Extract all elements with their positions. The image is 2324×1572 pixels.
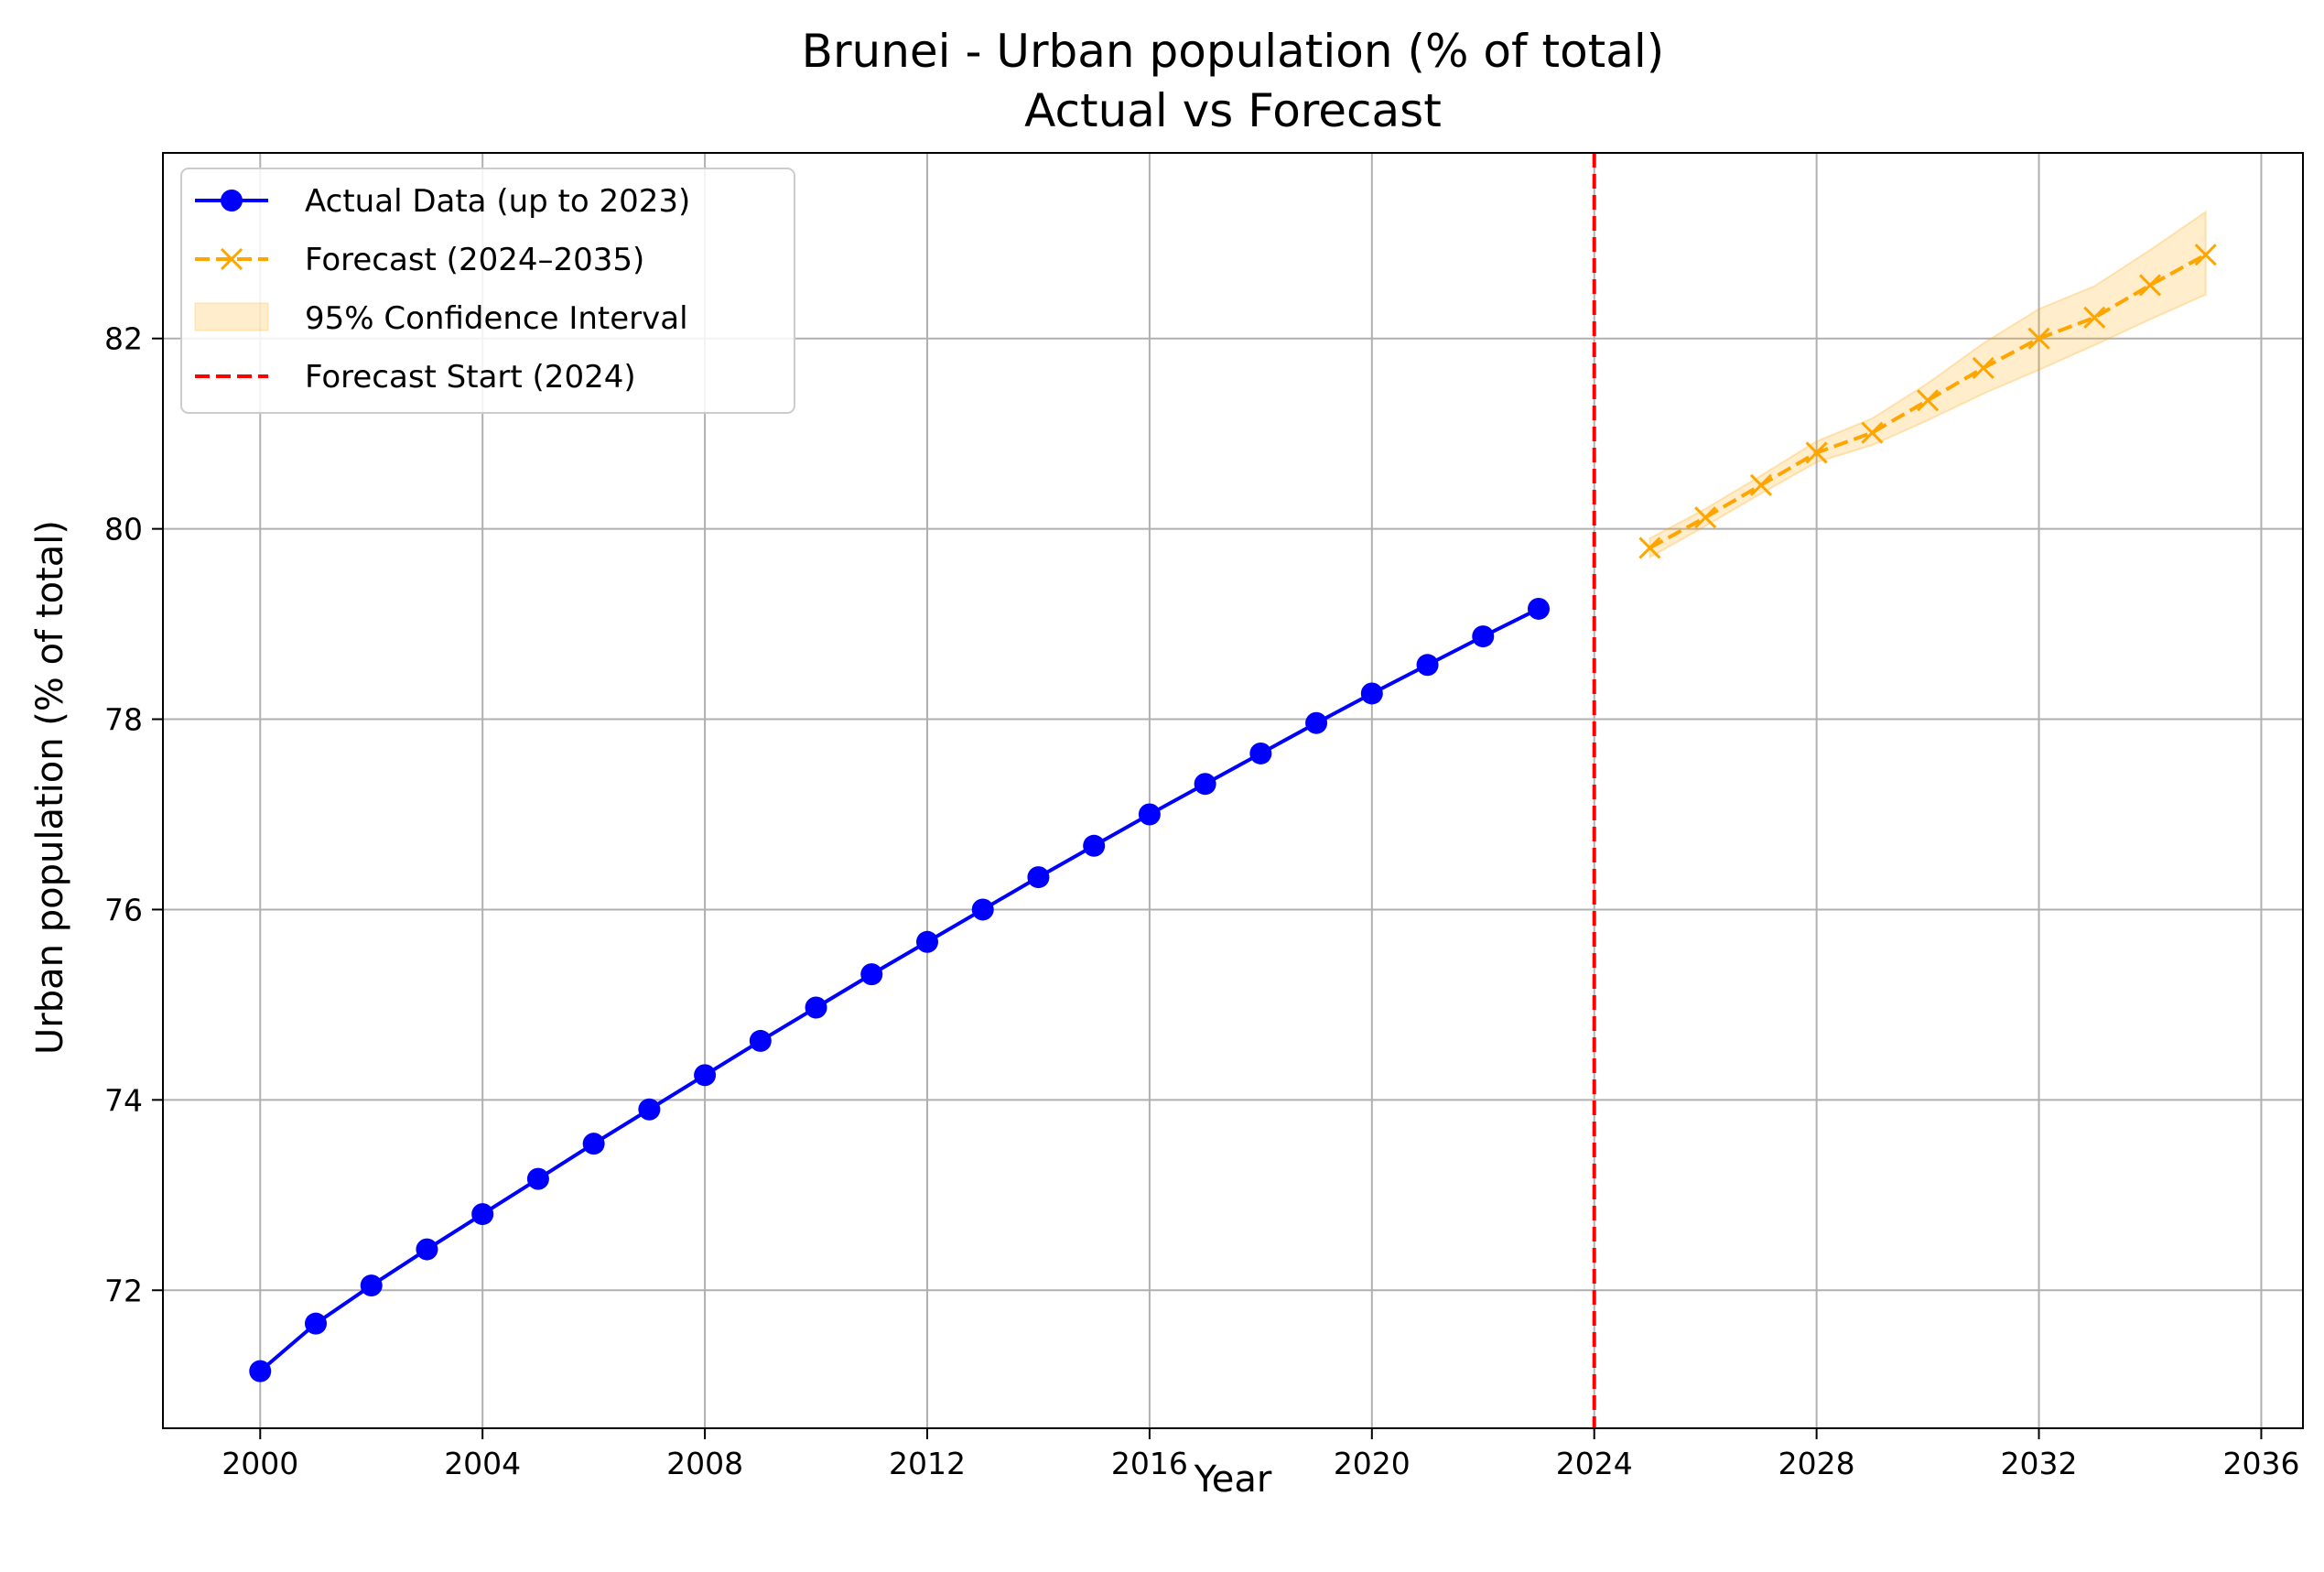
data-point-actual bbox=[1360, 682, 1383, 705]
y-tick-label: 78 bbox=[104, 702, 143, 738]
x-tick-label: 2028 bbox=[1778, 1446, 1855, 1481]
data-point-actual bbox=[360, 1274, 383, 1297]
data-point-forecast bbox=[1972, 356, 1994, 379]
legend-marker bbox=[220, 247, 243, 271]
data-point-forecast bbox=[1749, 473, 1772, 496]
series-line-0 bbox=[258, 607, 1540, 1373]
data-point-forecast bbox=[1805, 441, 1828, 464]
marker-stroke bbox=[1749, 473, 1772, 496]
data-point-actual bbox=[1416, 654, 1439, 677]
grid bbox=[163, 153, 2303, 1428]
data-point-forecast bbox=[2138, 274, 2162, 297]
chart-subtitle: Actual vs Forecast bbox=[1024, 84, 1442, 137]
data-point-forecast bbox=[1861, 421, 1884, 444]
y-tick-label: 80 bbox=[104, 512, 143, 547]
chart-title: Brunei - Urban population (% of total) bbox=[802, 25, 1665, 78]
data-point-forecast bbox=[2194, 244, 2217, 266]
data-point-forecast bbox=[1917, 389, 1940, 412]
x-tick-label: 2000 bbox=[222, 1446, 298, 1481]
legend-marker bbox=[221, 190, 243, 211]
series-layer bbox=[249, 244, 2217, 1382]
data-point-actual bbox=[582, 1133, 605, 1155]
series-line-1 bbox=[1648, 253, 2207, 550]
data-point-actual bbox=[305, 1312, 327, 1335]
data-point-actual bbox=[694, 1064, 717, 1087]
data-point-forecast bbox=[2027, 327, 2050, 350]
x-tick-label: 2036 bbox=[2222, 1446, 2299, 1481]
data-point-actual bbox=[638, 1098, 661, 1121]
x-tick-label: 2016 bbox=[1111, 1446, 1188, 1481]
marker-stroke bbox=[1805, 441, 1828, 464]
data-point-actual bbox=[1194, 773, 1216, 796]
x-axis-ticks: 2000 2004 2008 2012 2016 2020 2024 2028 2032 2036 bbox=[222, 1428, 2299, 1481]
data-point-actual bbox=[805, 996, 827, 1019]
data-point-forecast bbox=[1638, 537, 1661, 559]
data-point-actual bbox=[526, 1167, 549, 1190]
legend-vline-label: Forecast Start (2024) bbox=[305, 359, 636, 396]
legend-ci-label: 95% Confidence Interval bbox=[305, 300, 688, 337]
plot-frame bbox=[162, 152, 2304, 1429]
y-axis-label: Urban population (% of total) bbox=[29, 520, 71, 1055]
y-tick-label: 76 bbox=[104, 892, 143, 927]
x-tick-label: 2012 bbox=[889, 1446, 966, 1481]
legend-forecast-label: Forecast (2024–2035) bbox=[305, 242, 644, 278]
y-tick-label: 74 bbox=[104, 1082, 143, 1118]
marker-stroke bbox=[2194, 244, 2217, 266]
confidence-band bbox=[1648, 210, 2207, 559]
x-tick-label: 2024 bbox=[1556, 1446, 1633, 1481]
marker-stroke bbox=[1638, 537, 1661, 559]
data-point-actual bbox=[1083, 834, 1106, 857]
x-tick-label: 2032 bbox=[2001, 1446, 2078, 1481]
data-point-actual bbox=[749, 1029, 772, 1052]
y-tick-label: 72 bbox=[104, 1273, 143, 1308]
confidence-band-layer bbox=[1648, 210, 2207, 559]
data-point-forecast bbox=[2083, 306, 2106, 329]
marker-stroke bbox=[2138, 274, 2162, 297]
marker-stroke bbox=[1972, 356, 1994, 379]
legend-actual-symbol bbox=[195, 190, 268, 211]
x-axis-label: Year bbox=[1194, 1458, 1272, 1501]
data-point-actual bbox=[471, 1203, 494, 1226]
data-point-actual bbox=[860, 963, 883, 986]
marker-stroke bbox=[2083, 306, 2106, 329]
legend-ci-symbol bbox=[194, 302, 269, 331]
data-point-actual bbox=[1027, 866, 1050, 889]
data-point-actual bbox=[1138, 803, 1161, 826]
data-point-actual bbox=[916, 930, 938, 953]
data-point-actual bbox=[1472, 625, 1495, 648]
y-tick-label: 82 bbox=[104, 321, 143, 357]
x-tick-label: 2008 bbox=[666, 1446, 743, 1481]
marker-stroke bbox=[1694, 506, 1717, 529]
data-point-actual bbox=[1528, 597, 1550, 620]
marker-stroke bbox=[1861, 421, 1884, 444]
data-point-actual bbox=[1305, 711, 1328, 734]
data-point-actual bbox=[971, 898, 994, 921]
y-axis-ticks: 72 74 76 78 80 82 bbox=[104, 321, 163, 1308]
legend-actual-label: Actual Data (up to 2023) bbox=[305, 183, 690, 220]
data-point-actual bbox=[416, 1238, 438, 1261]
legend-forecast-symbol bbox=[195, 247, 268, 271]
legend-box bbox=[180, 168, 795, 414]
marker-stroke bbox=[2027, 327, 2050, 350]
data-point-actual bbox=[1249, 742, 1272, 764]
data-point-forecast bbox=[1694, 506, 1717, 529]
x-tick-label: 2020 bbox=[1334, 1446, 1411, 1481]
x-tick-label: 2004 bbox=[444, 1446, 521, 1481]
legend: Actual Data (up to 2023) Forecast (2024–… bbox=[180, 168, 795, 414]
marker-stroke bbox=[1917, 389, 1940, 412]
data-point-actual bbox=[249, 1360, 272, 1382]
